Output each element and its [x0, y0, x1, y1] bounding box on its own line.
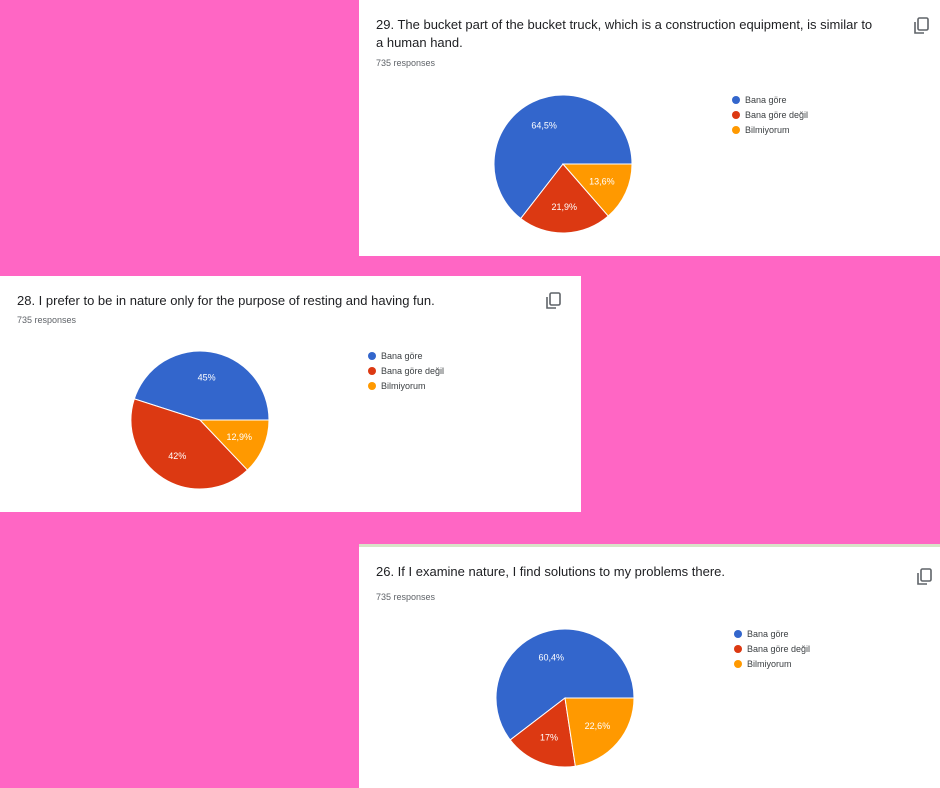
slice-label: 42% [168, 451, 186, 461]
legend-item-bana-gore-degil: Bana göre değil [368, 363, 444, 378]
legend-label: Bilmiyorum [745, 124, 790, 135]
chart-card-q26: 26. If I examine nature, I find solution… [359, 544, 940, 788]
slice-label: 21,9% [551, 202, 577, 212]
legend-swatch [732, 125, 740, 134]
pie-slice-bilmiyorum[interactable] [561, 163, 633, 217]
copy-icon[interactable] [913, 17, 929, 35]
legend-swatch [734, 659, 742, 668]
legend-swatch [368, 381, 376, 390]
legend-label: Bana göre [745, 94, 787, 105]
legend-item-bana-gore: Bana göre [368, 348, 444, 363]
response-count: 735 responses [17, 315, 77, 325]
pie-chart: 45% 42% 12,9% [130, 350, 270, 490]
chart-title: 29. The bucket part of the bucket truck,… [376, 17, 873, 50]
pie-chart: 60,4% 17% 22,6% [495, 628, 635, 768]
legend-item-bilmiyorum: Bilmiyorum [734, 656, 810, 671]
legend-item-bilmiyorum: Bilmiyorum [732, 122, 808, 137]
legend-item-bana-gore-degil: Bana göre değil [732, 107, 808, 122]
pie-slice-bana-g-re-de-il[interactable] [509, 697, 576, 768]
pie-chart: 64,5% 21,9% 13,6% [493, 94, 633, 234]
legend-label: Bana göre [747, 628, 789, 639]
legend-swatch [368, 366, 376, 375]
legend-item-bilmiyorum: Bilmiyorum [368, 378, 444, 393]
chart-title: 26. If I examine nature, I find solution… [376, 564, 726, 579]
legend-label: Bana göre değil [381, 365, 445, 376]
legend-swatch [734, 629, 742, 638]
slice-label: 22,6% [585, 721, 611, 731]
copy-icon[interactable] [545, 292, 561, 310]
chart-card-q29: 29. The bucket part of the bucket truck,… [359, 0, 940, 256]
legend-label: Bilmiyorum [381, 380, 426, 391]
legend-label: Bana göre değil [745, 109, 809, 120]
pie-slice-bilmiyorum[interactable] [564, 697, 635, 767]
legend-swatch [368, 351, 376, 360]
chart-title: 28. I prefer to be in nature only for th… [17, 293, 435, 308]
pie-slice-bana-g-re[interactable] [493, 94, 633, 220]
pie-slice-bana-g-re-de-il[interactable] [520, 163, 610, 234]
chart-legend: Bana göre Bana göre değil Bilmiyorum [732, 92, 808, 137]
legend-swatch [732, 95, 740, 104]
slice-label: 17% [540, 733, 558, 743]
slice-label: 45% [198, 373, 216, 383]
response-count: 735 responses [376, 592, 436, 602]
response-count: 735 responses [376, 58, 436, 68]
chart-legend: Bana göre Bana göre değil Bilmiyorum [368, 348, 444, 393]
legend-swatch [734, 644, 742, 653]
pie-slice-bana-g-re[interactable] [495, 628, 635, 741]
legend-swatch [732, 110, 740, 119]
slice-label: 60,4% [539, 652, 565, 662]
slice-label: 13,6% [589, 177, 615, 187]
legend-label: Bana göre [381, 350, 423, 361]
pie-slice-bana-g-re[interactable] [133, 350, 270, 421]
slice-label: 64,5% [531, 121, 557, 131]
legend-label: Bilmiyorum [747, 658, 792, 669]
chart-legend: Bana göre Bana göre değil Bilmiyorum [734, 626, 810, 671]
legend-item-bana-gore: Bana göre [734, 626, 810, 641]
legend-item-bana-gore-degil: Bana göre değil [734, 641, 810, 656]
slice-label: 12,9% [227, 432, 253, 442]
copy-icon[interactable] [916, 568, 932, 586]
chart-card-q28: 28. I prefer to be in nature only for th… [0, 276, 581, 512]
legend-item-bana-gore: Bana göre [732, 92, 808, 107]
pie-slice-bana-g-re-de-il[interactable] [130, 398, 249, 490]
pie-slice-bilmiyorum[interactable] [198, 419, 270, 471]
legend-label: Bana göre değil [747, 643, 811, 654]
